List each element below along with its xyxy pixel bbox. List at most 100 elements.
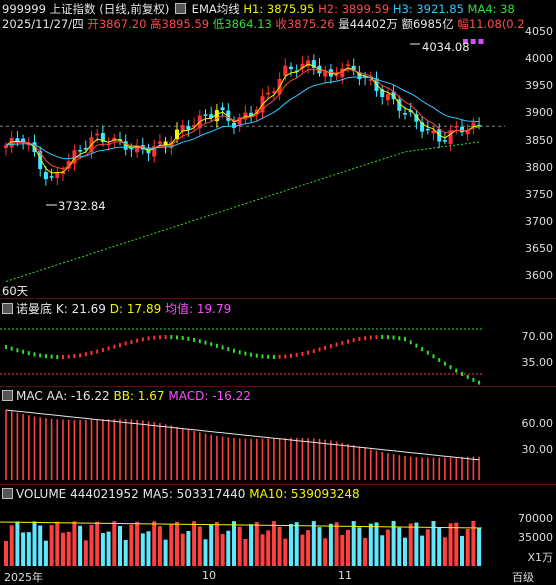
candle-body — [123, 141, 128, 150]
candle-body — [289, 66, 293, 70]
candle-body — [232, 122, 236, 128]
volume-bar — [311, 521, 316, 566]
volume-name[interactable]: VOLUME — [16, 487, 67, 501]
volume-bar — [271, 521, 276, 566]
candle-body — [180, 125, 185, 132]
kdj-name[interactable]: 诺曼底 — [16, 302, 53, 316]
kdj-axis-label: 70.00 — [521, 330, 554, 343]
ema-h2: H2: 3899.59 — [318, 2, 390, 16]
settings-square-icon[interactable] — [175, 3, 187, 14]
x-axis-label-year: 2025年 — [4, 571, 43, 584]
volume-bar — [363, 537, 368, 566]
kdj-avg: 均值: 19.79 — [165, 302, 232, 316]
kdj-d: D: 17.89 — [109, 302, 162, 316]
volume-bar — [49, 525, 54, 566]
kdj-bar — [130, 339, 133, 344]
candle-body — [43, 172, 48, 180]
volume-bar — [61, 532, 65, 566]
settings-square-icon[interactable] — [2, 488, 13, 499]
candle-body — [300, 63, 305, 69]
price-axis-label: 4000 — [525, 52, 553, 65]
volume-bar — [232, 521, 236, 566]
kdj-bar — [478, 380, 481, 385]
macd-header: MAC AA: -16.22 BB: 1.67 MACD: -16.22 — [2, 389, 251, 403]
settings-square-icon[interactable] — [2, 390, 13, 401]
volume-bar — [431, 521, 436, 566]
volume-bar — [106, 531, 111, 566]
price-axis-label: 3600 — [525, 269, 553, 282]
candle-body — [346, 64, 350, 66]
candle-body — [477, 124, 482, 127]
ema-h3-line — [5, 76, 480, 160]
volume-bar — [465, 529, 470, 566]
candle-body — [4, 145, 8, 149]
kdj-bar — [426, 350, 429, 355]
candle-body — [454, 126, 459, 128]
macd-line — [5, 409, 480, 461]
macd-axis-label: 60.00 — [521, 417, 554, 430]
kdj-bar — [443, 361, 446, 366]
volume-bar — [317, 527, 322, 566]
volume-bar — [152, 521, 157, 566]
chart-mode[interactable]: (日线,前复权) — [99, 2, 170, 16]
candle-body — [351, 65, 356, 72]
candle-body — [283, 65, 288, 76]
candle-body — [163, 141, 168, 146]
candle-body — [220, 107, 225, 111]
candle-body — [78, 149, 83, 152]
price-axis-label: 3850 — [525, 134, 553, 147]
kdj-bar — [44, 354, 47, 359]
candle-body — [175, 129, 179, 140]
kdj-bar — [455, 368, 458, 373]
kdj-bar — [244, 351, 247, 356]
stock-code[interactable]: 999999 — [2, 2, 46, 16]
kdj-bar — [221, 345, 224, 350]
volume-bar — [226, 530, 231, 566]
candle-body — [226, 110, 231, 121]
volume-bar — [26, 532, 31, 566]
kdj-bar — [101, 348, 104, 353]
ma-period-label: 60天 — [2, 284, 29, 298]
ema-ma4: MA4: 38 — [467, 2, 515, 16]
volume-bar — [38, 525, 43, 566]
volume-bar — [328, 523, 333, 566]
candle-body — [66, 161, 71, 169]
bar-close: 收3875.26 — [275, 17, 335, 31]
indicator-name[interactable]: EMA均线 — [191, 2, 240, 16]
kdj-header: 诺曼底 K: 21.69 D: 17.89 均值: 19.79 — [2, 300, 231, 317]
chart-header-row1: 999999 上证指数 (日线,前复权) EMA均线 H1: 3875.95 H… — [2, 2, 515, 16]
volume-bar — [334, 522, 339, 566]
kdj-bar — [233, 348, 235, 353]
candle-body — [431, 130, 436, 134]
candle-body — [425, 128, 430, 131]
more-dots-icon[interactable]: ▪▪▪ — [462, 36, 486, 47]
candle-body — [380, 89, 385, 98]
volume-bar — [254, 522, 259, 566]
candle-body — [385, 94, 390, 101]
settings-square-icon[interactable] — [2, 303, 13, 314]
kdj-bar — [67, 354, 70, 359]
volume-bar — [454, 522, 459, 566]
price-axis-label: 3900 — [525, 106, 553, 119]
macd-name[interactable]: MAC — [16, 389, 43, 403]
candle-body — [192, 125, 197, 127]
volume-bar — [442, 537, 447, 566]
candle-body — [214, 110, 219, 122]
volume-bar — [21, 532, 26, 566]
kdj-bar — [415, 343, 418, 348]
kdj-bar — [312, 349, 315, 354]
volume-bar — [323, 538, 328, 566]
kdj-bar — [472, 377, 475, 382]
candle-body — [465, 130, 470, 135]
candle-body — [311, 60, 316, 68]
volume-bar — [283, 538, 288, 566]
candle-body — [408, 110, 413, 113]
kdj-bar — [90, 350, 93, 355]
kdj-bar — [409, 340, 412, 345]
kdj-bar — [238, 350, 241, 355]
x-axis-label-oct: 10 — [202, 569, 216, 582]
kdj-bar — [84, 352, 87, 357]
kdj-bar — [215, 343, 218, 348]
volume-bar — [180, 533, 185, 566]
